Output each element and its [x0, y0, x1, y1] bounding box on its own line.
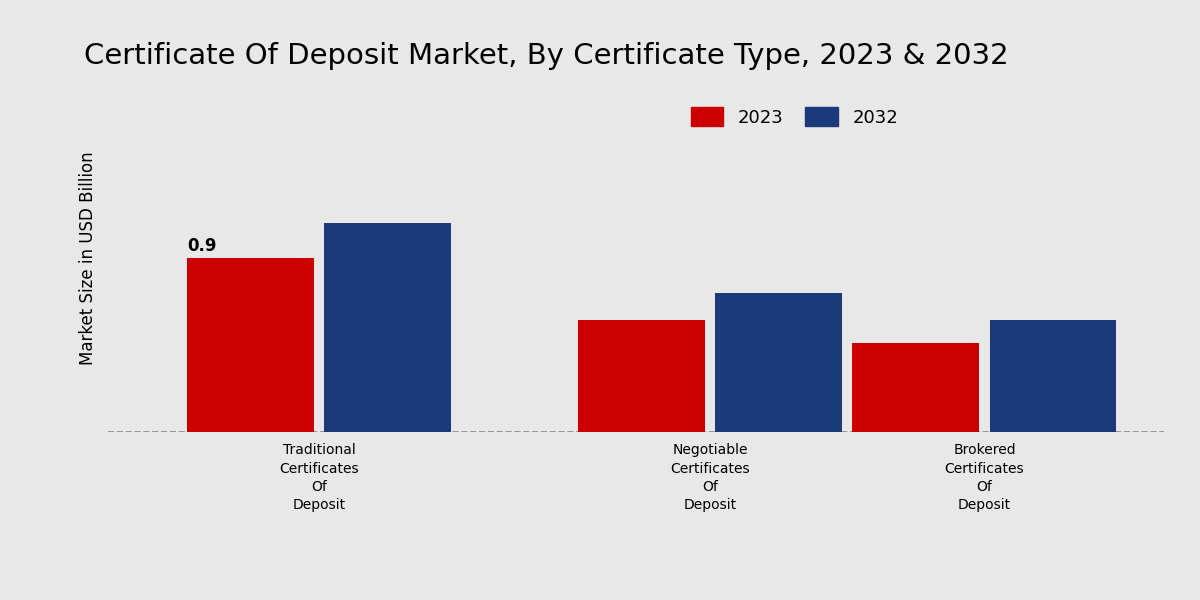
Text: Certificate Of Deposit Market, By Certificate Type, 2023 & 2032: Certificate Of Deposit Market, By Certif… — [84, 42, 1009, 70]
Y-axis label: Market Size in USD Billion: Market Size in USD Billion — [79, 151, 97, 365]
Bar — [578, 320, 704, 432]
Bar — [187, 258, 314, 432]
Bar — [852, 343, 979, 432]
Bar — [715, 293, 842, 432]
Bar — [990, 320, 1116, 432]
Bar — [324, 223, 451, 432]
Legend: 2023, 2032: 2023, 2032 — [684, 100, 905, 134]
Text: 0.9: 0.9 — [187, 237, 217, 255]
